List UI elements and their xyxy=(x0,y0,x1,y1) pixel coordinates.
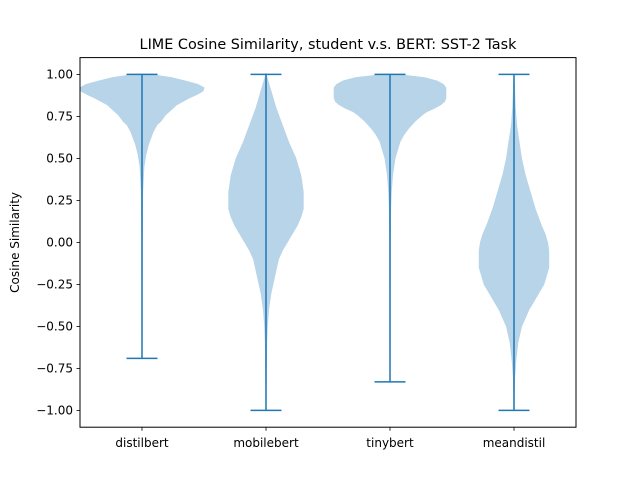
y-tick-label: 0.00 xyxy=(46,235,73,249)
y-tick-label: 0.25 xyxy=(46,193,73,207)
x-tick-label-mobilebert: mobilebert xyxy=(233,436,299,450)
chart-title: LIME Cosine Similarity, student v.s. BER… xyxy=(140,37,518,53)
x-tick-label-meandistil: meandistil xyxy=(483,436,546,450)
x-tick-label-tinybert: tinybert xyxy=(366,436,414,450)
y-axis-label: Cosine Similarity xyxy=(8,192,22,293)
y-tick-label: −0.50 xyxy=(36,319,73,333)
y-tick-label: 1.00 xyxy=(46,67,73,81)
y-tick-label: 0.75 xyxy=(46,109,73,123)
y-tick-label: 0.50 xyxy=(46,151,73,165)
whiskers-layer xyxy=(126,73,530,412)
x-tick-label-distilbert: distilbert xyxy=(115,436,169,450)
y-tick-label: −0.25 xyxy=(36,277,73,291)
x-axis-ticks: distilbert mobilebert tinybert meandistil xyxy=(115,427,545,450)
y-tick-label: −0.75 xyxy=(36,361,73,375)
y-tick-label: −1.00 xyxy=(36,403,73,417)
y-axis-ticks: 1.00 0.75 0.50 0.25 0.00 −0.25 −0.50 −0.75 −1.00 xyxy=(36,67,80,417)
